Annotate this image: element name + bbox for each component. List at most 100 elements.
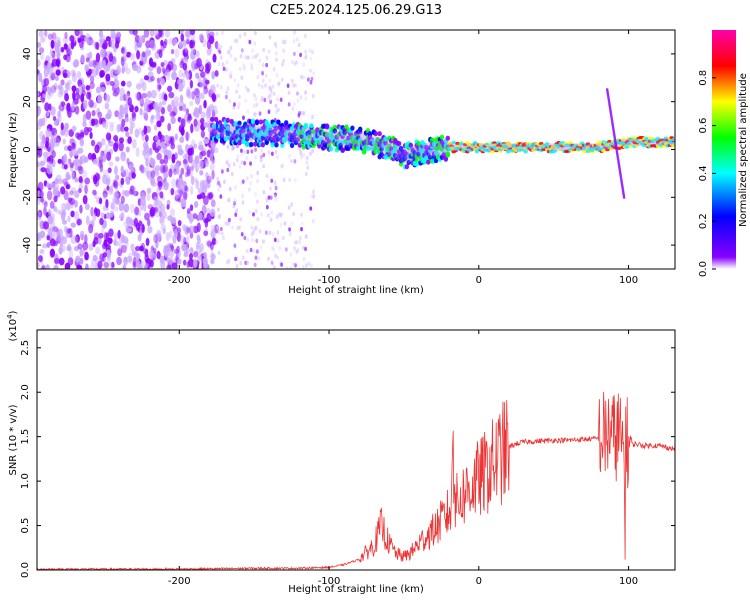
heatmap-cell bbox=[261, 71, 264, 76]
heatmap-cell bbox=[304, 49, 308, 55]
heatmap-cell bbox=[170, 111, 177, 117]
heatmap-cell bbox=[251, 238, 255, 243]
heatmap-cell bbox=[173, 96, 180, 103]
heatmap-cell bbox=[270, 210, 274, 216]
heatmap-cell bbox=[72, 90, 76, 101]
heatmap-cell bbox=[143, 102, 148, 112]
heatmap-cell bbox=[246, 55, 250, 60]
heatmap-cell bbox=[110, 210, 115, 217]
heatmap-cell bbox=[76, 70, 82, 79]
heatmap-cell bbox=[63, 54, 68, 61]
heatmap-cell bbox=[94, 144, 100, 154]
heatmap-cell bbox=[671, 144, 675, 148]
colorbar: 0.0 0.2 0.4 0.6 0.8 Normalized spectral ampl… bbox=[698, 30, 749, 277]
heatmap-cell bbox=[84, 184, 88, 195]
heatmap-cell bbox=[37, 198, 41, 206]
heatmap-cell bbox=[39, 130, 44, 140]
heatmap-cell bbox=[232, 161, 236, 167]
heatmap-cell bbox=[156, 77, 161, 84]
heatmap-cell bbox=[74, 150, 80, 156]
heatmap-cell bbox=[262, 239, 265, 244]
heatmap-cell bbox=[249, 161, 252, 166]
heatmap-cell bbox=[281, 235, 285, 241]
heatmap-cell bbox=[219, 132, 225, 138]
heatmap-cell bbox=[239, 217, 243, 222]
heatmap-cell bbox=[199, 92, 205, 100]
heatmap-cell bbox=[256, 52, 260, 57]
heatmap-cell bbox=[220, 30, 224, 36]
heatmap-cell bbox=[193, 200, 199, 208]
heatmap-cell bbox=[263, 97, 267, 103]
heatmap-cell bbox=[60, 79, 65, 86]
heatmap-cell bbox=[149, 208, 154, 217]
heatmap-cell bbox=[189, 225, 195, 234]
heatmap-cell bbox=[101, 225, 105, 234]
heatmap-cell bbox=[200, 117, 205, 125]
heatmap-cell bbox=[51, 52, 56, 60]
heatmap-cell bbox=[146, 218, 151, 227]
heatmap-cell bbox=[98, 197, 103, 205]
heatmap-cell bbox=[99, 217, 104, 226]
heatmap-cell bbox=[86, 72, 91, 79]
heatmap-cell bbox=[214, 40, 219, 50]
heatmap-cell bbox=[185, 131, 189, 142]
heatmap-cell bbox=[260, 97, 264, 103]
heatmap-cell bbox=[63, 190, 69, 201]
heatmap-cell bbox=[234, 256, 237, 262]
heatmap-cell bbox=[283, 221, 287, 226]
heatmap-cell bbox=[253, 262, 257, 268]
heatmap-cell bbox=[74, 30, 80, 37]
heatmap-cell bbox=[238, 94, 241, 100]
heatmap-cell bbox=[180, 198, 187, 208]
heatmap-cell bbox=[158, 92, 163, 101]
heatmap-cell bbox=[86, 91, 91, 100]
heatmap-cell bbox=[445, 135, 451, 141]
heatmap-cell bbox=[237, 120, 242, 126]
heatmap-cell bbox=[149, 259, 154, 268]
heatmap-cell bbox=[305, 263, 308, 268]
heatmap-cell bbox=[50, 39, 55, 49]
heatmap-cell bbox=[274, 44, 278, 49]
heatmap-cell bbox=[326, 138, 332, 144]
heatmap-cell bbox=[76, 218, 83, 226]
heatmap-cell bbox=[307, 129, 312, 135]
heatmap-cell bbox=[279, 97, 283, 102]
colorbar-ticks: 0.0 0.2 0.4 0.6 0.8 bbox=[698, 70, 716, 277]
heatmap-cell bbox=[229, 70, 233, 76]
heatmap-cell bbox=[312, 189, 315, 194]
heatmap-cell bbox=[163, 144, 168, 154]
heatmap-cell bbox=[67, 79, 72, 86]
heatmap-cell bbox=[332, 128, 338, 134]
heatmap-cell bbox=[128, 171, 134, 181]
heatmap-cell bbox=[227, 217, 231, 223]
heatmap-cell bbox=[244, 85, 248, 90]
heatmap-cell bbox=[115, 156, 120, 162]
heatmap-cell bbox=[167, 60, 174, 71]
heatmap-cell bbox=[212, 53, 217, 63]
heatmap-cell bbox=[225, 160, 229, 166]
y-tick-label: 0.0 bbox=[20, 562, 31, 578]
heatmap-cell bbox=[203, 121, 209, 128]
heatmap-cell bbox=[195, 50, 200, 58]
heatmap-cell bbox=[210, 229, 216, 239]
heatmap-cell bbox=[254, 255, 258, 260]
heatmap-cell bbox=[125, 227, 132, 233]
heatmap-cell bbox=[75, 255, 81, 263]
heatmap-cell bbox=[189, 41, 196, 49]
heatmap-cell bbox=[193, 251, 199, 258]
heatmap-cell bbox=[459, 141, 464, 146]
heatmap-cell bbox=[200, 71, 206, 78]
heatmap-cell bbox=[39, 36, 44, 44]
heatmap-cell bbox=[176, 168, 180, 175]
heatmap-cell bbox=[92, 189, 97, 196]
heatmap-cell bbox=[611, 124, 615, 128]
colorbar-tick-label: 0.8 bbox=[698, 70, 709, 86]
heatmap-cell bbox=[149, 157, 154, 165]
heatmap-cell bbox=[92, 254, 98, 262]
heatmap-cell bbox=[289, 142, 295, 149]
heatmap-cell bbox=[123, 49, 128, 57]
heatmap-cell bbox=[92, 212, 97, 222]
heatmap-cell bbox=[290, 159, 293, 164]
heatmap-cell bbox=[147, 71, 154, 79]
heatmap-cell bbox=[291, 106, 295, 112]
